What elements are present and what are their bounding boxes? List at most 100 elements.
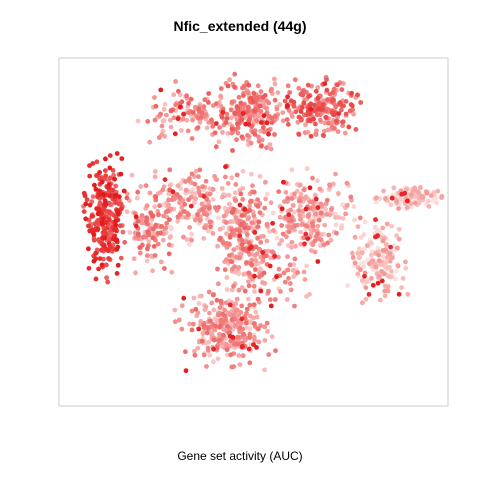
scatter-point [251, 90, 257, 96]
scatter-point [244, 232, 250, 237]
scatter-point [229, 317, 235, 322]
scatter-point [322, 128, 327, 134]
scatter-point [162, 101, 168, 107]
scatter-point [166, 242, 172, 248]
color-scale-label: Gene set activity (AUC) [177, 449, 303, 463]
scatter-point [382, 293, 388, 299]
scatter-point [144, 218, 149, 224]
scatter-point [191, 200, 197, 206]
scatter-point [289, 239, 295, 245]
scatter-point [262, 338, 268, 343]
scatter-point [268, 88, 274, 94]
scatter-point [167, 183, 173, 188]
scatter-point [393, 276, 398, 282]
scatter-point [245, 133, 250, 138]
scatter-point [324, 77, 329, 82]
scatter-point [227, 253, 232, 258]
scatter-point [223, 120, 229, 126]
scatter-point [214, 297, 220, 303]
scatter-point [337, 100, 343, 106]
scatter-point [210, 124, 216, 129]
scatter-point [240, 246, 246, 252]
scatter-point [121, 188, 127, 194]
scatter-point [176, 88, 181, 94]
scatter-point [349, 250, 355, 256]
scatter-point [99, 262, 105, 268]
scatter-point [86, 246, 91, 252]
scatter-point [166, 202, 171, 208]
scatter-point [218, 235, 223, 241]
scatter-point [188, 96, 194, 102]
scatter-point [152, 117, 158, 123]
scatter-point [296, 85, 302, 91]
scatter-point [116, 201, 122, 207]
scatter-point [167, 235, 173, 240]
scatter-point [383, 196, 388, 201]
scatter-point [113, 183, 119, 189]
scatter-point [208, 318, 213, 324]
scatter-point [307, 102, 313, 108]
scatter-point [216, 312, 222, 318]
scatter-point [292, 223, 298, 229]
scatter-point [236, 255, 242, 261]
scatter-point [270, 210, 276, 216]
scatter-point [298, 216, 303, 222]
scatter-point [284, 297, 290, 302]
scatter-point [340, 123, 346, 129]
scatter-point [168, 108, 174, 114]
scatter-point [156, 135, 162, 140]
scatter-point [252, 289, 257, 294]
scatter-point [227, 312, 233, 318]
scatter-point [365, 243, 370, 249]
scatter-point [114, 237, 120, 243]
scatter-point [178, 104, 183, 110]
scatter-point [220, 130, 225, 135]
scatter-point [292, 191, 297, 197]
scatter-point [348, 194, 354, 200]
scatter-point [159, 123, 165, 129]
scatter-point [205, 325, 211, 331]
scatter-point [230, 148, 235, 153]
scatter-point [157, 203, 163, 209]
scatter-point [99, 179, 105, 185]
chart-title: Nfic_extended (44g) [173, 18, 307, 34]
scatter-point [242, 288, 248, 294]
scatter-point [298, 241, 304, 247]
scatter-point [389, 223, 394, 229]
scatter-point [99, 220, 105, 226]
scatter-point [395, 263, 401, 269]
scatter-point [276, 254, 281, 260]
scatter-point [239, 134, 245, 140]
scatter-point [135, 231, 141, 237]
scatter-point [315, 95, 321, 101]
scatter-point [333, 215, 338, 220]
scatter-point [285, 195, 291, 201]
scatter-point [268, 146, 274, 152]
scatter-point [206, 289, 212, 295]
scatter-point [389, 269, 394, 274]
scatter-point [197, 167, 203, 173]
scatter-point [217, 226, 223, 232]
scatter-point [394, 233, 399, 239]
scatter-point [380, 225, 386, 231]
scatter-point [250, 183, 255, 189]
scatter-point [224, 352, 230, 358]
scatter-point [285, 122, 291, 127]
scatter-point [280, 110, 286, 115]
scatter-point [144, 203, 150, 209]
scatter-point [187, 321, 193, 327]
scatter-point [101, 242, 107, 248]
scatter-point [296, 198, 302, 204]
scatter-point [105, 248, 111, 254]
scatter-point [235, 121, 240, 127]
scatter-point [368, 252, 374, 258]
scatter-point [241, 271, 247, 277]
scatter-point [183, 349, 188, 355]
scatter-point [418, 185, 423, 190]
scatter-point [278, 289, 283, 294]
scatter-point [134, 195, 140, 201]
scatter-point [287, 90, 292, 95]
scatter-point [313, 211, 318, 217]
scatter-point [115, 210, 121, 215]
scatter-point [274, 106, 280, 112]
